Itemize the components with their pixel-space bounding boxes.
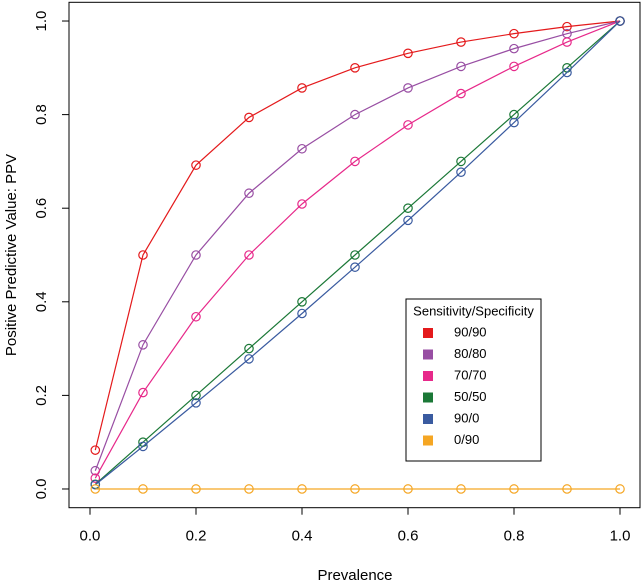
data-point	[244, 250, 254, 260]
data-point	[562, 37, 572, 47]
y-tick-label: 0.0	[33, 479, 50, 500]
series-line	[94, 20, 621, 451]
legend-swatch	[423, 435, 433, 446]
data-point	[297, 143, 307, 154]
data-point	[350, 484, 360, 494]
data-point	[244, 188, 254, 199]
data-point	[615, 484, 625, 494]
data-point	[138, 441, 148, 452]
y-tick-label: 0.8	[33, 104, 50, 125]
data-point	[138, 250, 148, 260]
data-point	[138, 340, 148, 350]
data-point	[456, 167, 466, 177]
data-point	[244, 484, 254, 494]
data-point	[244, 112, 254, 123]
data-point	[191, 311, 201, 322]
y-tick-label: 0.4	[33, 291, 50, 312]
legend-label: 90/0	[454, 410, 479, 425]
y-axis-label: Positive Predictive Value: PPV	[3, 154, 20, 356]
series-line	[94, 20, 621, 486]
data-point	[509, 484, 519, 494]
data-point	[191, 160, 201, 170]
legend-swatch	[423, 371, 433, 381]
data-point	[509, 28, 519, 39]
data-point	[244, 343, 254, 354]
data-point	[403, 120, 413, 130]
legend-swatch	[423, 349, 433, 360]
legend-label: 80/80	[454, 346, 487, 361]
series-line	[94, 20, 621, 479]
data-point	[403, 203, 413, 214]
data-point	[509, 61, 519, 72]
data-point	[403, 484, 413, 494]
legend-label: 50/50	[454, 389, 487, 404]
data-point	[191, 484, 201, 494]
data-point	[90, 473, 101, 484]
legend-label: 90/90	[454, 324, 487, 339]
data-point	[191, 398, 201, 408]
x-axis-label: Prevalence	[317, 567, 392, 584]
data-point	[403, 215, 413, 226]
x-tick-label: 0.0	[80, 528, 101, 545]
data-point	[562, 21, 572, 32]
x-tick-label: 1.0	[610, 528, 631, 545]
data-point	[350, 63, 360, 73]
legend-title: Sensitivity/Specificity	[413, 303, 534, 318]
y-tick-label: 0.6	[33, 198, 50, 219]
legend-swatch	[423, 392, 433, 403]
data-point	[350, 262, 360, 272]
data-point	[297, 83, 307, 93]
data-point	[456, 156, 466, 167]
x-tick-label: 0.4	[292, 528, 313, 545]
data-point	[90, 484, 101, 494]
data-point	[615, 16, 625, 26]
x-tick-label: 0.6	[398, 528, 419, 545]
data-point	[350, 156, 360, 167]
legend-label: 0/90	[454, 432, 479, 447]
legend-swatch	[423, 328, 433, 338]
data-point	[138, 387, 148, 398]
data-point	[350, 250, 360, 260]
data-point	[403, 83, 413, 93]
series-line	[94, 20, 621, 485]
series-line	[94, 20, 621, 471]
data-point	[562, 67, 572, 78]
x-tick-label: 0.2	[186, 528, 207, 545]
data-point	[456, 484, 466, 494]
data-point	[350, 109, 360, 120]
data-point	[138, 484, 148, 494]
data-point	[456, 61, 466, 72]
data-point	[297, 484, 307, 494]
data-point	[297, 308, 307, 319]
data-point	[297, 296, 307, 307]
data-point	[191, 390, 201, 401]
y-tick-label: 0.2	[33, 385, 50, 406]
data-point	[244, 354, 254, 364]
data-point	[456, 37, 466, 47]
legend-label: 70/70	[454, 367, 487, 382]
legend-swatch	[423, 414, 433, 424]
x-tick-label: 0.8	[504, 528, 525, 545]
data-point	[456, 88, 466, 99]
data-point	[509, 117, 519, 128]
data-point	[509, 43, 519, 54]
data-point	[297, 199, 307, 209]
data-point	[403, 48, 413, 59]
data-point	[191, 250, 201, 260]
y-tick-label: 1.0	[33, 11, 50, 32]
data-point	[90, 445, 101, 455]
plot-frame	[68, 1, 641, 509]
data-point	[562, 484, 572, 494]
